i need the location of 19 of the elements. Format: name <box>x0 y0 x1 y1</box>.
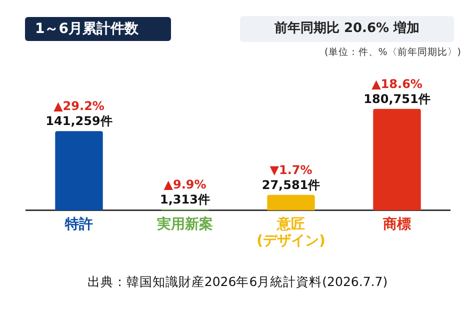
annotation: ▲29.2% <box>54 99 104 114</box>
data-label: 141,259件 <box>46 114 112 128</box>
bar <box>373 108 421 210</box>
annotation: ▲18.6% <box>372 76 422 91</box>
data-label: 180,751件 <box>364 92 430 106</box>
source-note: 出典：韓国知識財産2026年6月統計資料(2026.7.7) <box>86 274 389 291</box>
bar <box>267 194 315 210</box>
x-tick-label: 商標 <box>382 215 411 232</box>
bar <box>55 131 103 210</box>
data-label: 1,313件 <box>160 192 210 207</box>
annotation: ▲9.9% <box>164 178 206 192</box>
x-tick-label: 意匠 (デザイン) <box>256 215 326 250</box>
x-tick-label: 特許 <box>64 215 93 232</box>
data-label: 27,581件 <box>262 178 320 192</box>
chart-subtitle: 前年同期比 20.6% 増加 <box>240 16 454 42</box>
annotation: ▼1.7% <box>270 162 312 177</box>
chart-title: 1～6月累計件数 <box>25 17 171 41</box>
x-tick-label: 実用新案 <box>157 215 213 232</box>
text: (単位：件、%〈前年同期比〉) <box>324 46 461 59</box>
